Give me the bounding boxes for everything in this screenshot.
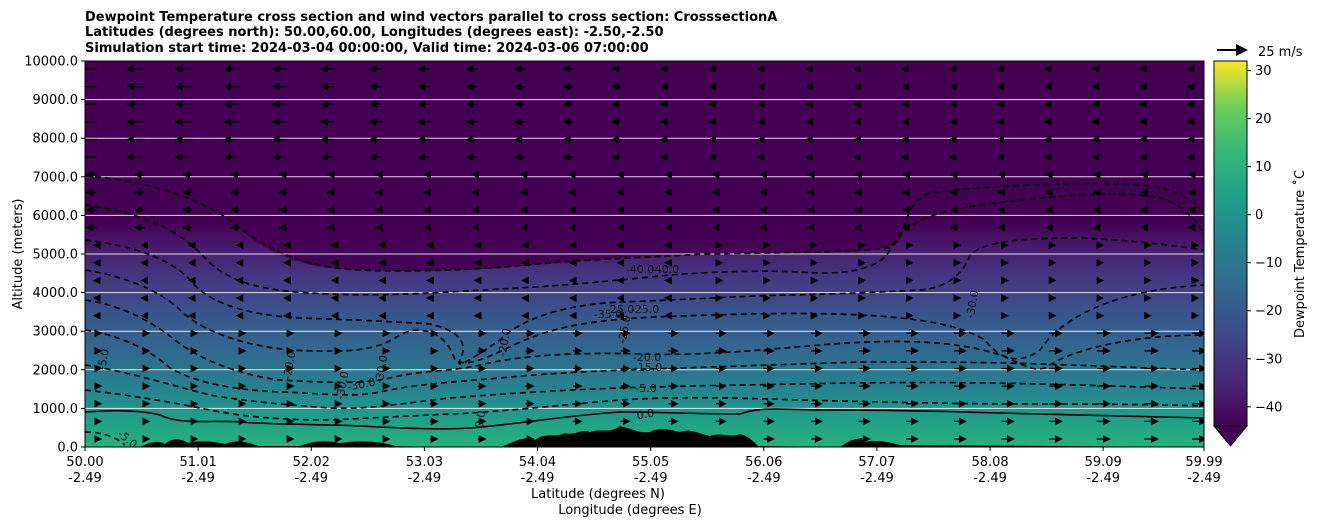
plot-area [85,61,1204,447]
contour-label: -40.0 [626,263,654,276]
horizontal-gridlines [85,99,1204,409]
title-line-2: Latitudes (degrees north): 50.00,60.00, … [85,25,664,40]
contour-label: -25.0 [631,303,659,316]
x-tick-label-lon: -2.49 [1086,471,1120,486]
wind-vectors [85,65,1204,443]
contour-plus5 [85,431,126,446]
contour-label: -5.0 [635,382,656,395]
contour-minus20 [85,299,1204,384]
x-axis-label-longitude: Longitude (degrees E) [558,503,702,518]
contour-label: -40.0 [651,263,679,276]
contour-label: -35.0 [594,308,622,321]
colorbar-tick-label: −10 [1255,256,1282,271]
contour-minus25 [85,269,1204,364]
colorbar-gradient [1213,60,1248,427]
contour-label: -30.0 [346,376,376,394]
x-tick-label-lat: 51.01 [180,455,217,470]
terrain-silhouette [85,426,1204,447]
x-tick-label-lon: -2.49 [1187,471,1221,486]
x-tick-label-lat: 52.02 [293,455,330,470]
x-tick-label-lat: 58.08 [971,455,1008,470]
y-tick-label: 8000.0 [33,132,79,147]
x-tick-label-lon: -2.49 [181,471,215,486]
y-tick-label: 2000.0 [33,363,79,378]
contour-minus30 [85,237,1204,365]
contour-label: -30.0 [334,370,352,400]
contour-label: -30.0 [964,289,982,319]
contour-label: -20.0 [633,351,661,364]
dry-air-region [85,61,1204,271]
colorbar-extend-min [1212,425,1249,447]
x-tick-label-lon: -2.49 [860,471,894,486]
colorbar-tick-label: −40 [1255,400,1282,415]
y-tick-label: 3000.0 [33,325,79,340]
x-axis-label-latitude: Latitude (degrees N) [531,487,665,502]
y-tick-label: 5000.0 [33,248,79,263]
contour-minus5 [85,389,1204,421]
colorbar-label: Dewpoint Temperature ˚C [1292,170,1308,338]
contour-label: -25.0 [606,303,634,316]
quiver-key: 25 m/s [1217,44,1303,60]
x-tick-label-lat: 50.00 [66,455,103,470]
colorbar-tick-label: 10 [1255,160,1272,175]
y-tick-label: 0.0 [57,441,78,456]
contour-label: -15.0 [634,361,662,374]
contour-minus35 [85,193,1204,296]
colorbar-tick-label: 20 [1255,112,1272,127]
y-axis: 0.0 1000.0 2000.0 3000.0 4000.0 5000.0 6000.0 7… [24,55,85,456]
y-tick-label: 9000.0 [33,93,79,108]
x-tick-label-lon: -2.49 [973,471,1007,486]
contour-minus15 [85,329,1204,396]
title-block: Dewpoint Temperature cross section and w… [85,10,777,56]
x-tick-label-lon: -2.49 [408,471,442,486]
contour-zero [85,408,1204,430]
x-tick-label-lon: -2.49 [68,471,102,486]
contour-label: -20.0 [496,327,514,357]
colorbar-tick-label: −30 [1255,352,1282,367]
y-tick-label: 10000.0 [24,55,78,70]
y-tick-label: 4000.0 [33,286,79,301]
x-tick-label-lat: 54.04 [519,455,556,470]
x-tick-label-lat: 53.03 [406,455,443,470]
x-tick-label-lat: 56.06 [745,455,782,470]
x-tick-label-lat: 55.05 [632,455,669,470]
colorbar-tick-label: 0 [1255,208,1263,223]
y-tick-label: 6000.0 [33,209,79,224]
y-tick-label: 7000.0 [33,170,79,185]
contour-label: 0.0 [636,407,655,423]
x-tick-label-lat: 59.09 [1085,455,1122,470]
x-axis: 50.00-2.4951.01-2.4952.02-2.4953.03-2.49… [66,447,1223,486]
contour-label: -25.0 [616,314,634,344]
colorbar-tick-label: −20 [1255,304,1282,319]
colorbar: −40 −30 −20 −10 0 10 20 30 Dewpoint Temperature… [1212,60,1308,447]
y-tick-label: 1000.0 [33,402,79,417]
y-axis-label: Altitude (meters) [11,199,26,310]
contour-label: -20.0 [281,350,299,380]
quiver-key-label: 25 m/s [1258,45,1303,60]
contour-label: -5.0 [95,348,112,371]
colorbar-tick-label: 30 [1255,64,1272,79]
x-tick-label-lon: -2.49 [521,471,555,486]
contour-label: -30.0 [373,354,391,384]
x-tick-label-lon: -2.49 [294,471,328,486]
title-line-1: Dewpoint Temperature cross section and w… [85,10,777,25]
title-line-3: Simulation start time: 2024-03-04 00:00:… [85,41,649,56]
x-tick-label-lon: -2.49 [634,471,668,486]
x-tick-label-lat: 57.07 [858,455,895,470]
colorbar-ticks: −40 −30 −20 −10 0 10 20 30 [1247,64,1282,415]
x-tick-label-lat: 59.99 [1185,455,1222,470]
x-tick-label-lon: -2.49 [747,471,781,486]
contour-label: 0.0 [473,410,489,429]
